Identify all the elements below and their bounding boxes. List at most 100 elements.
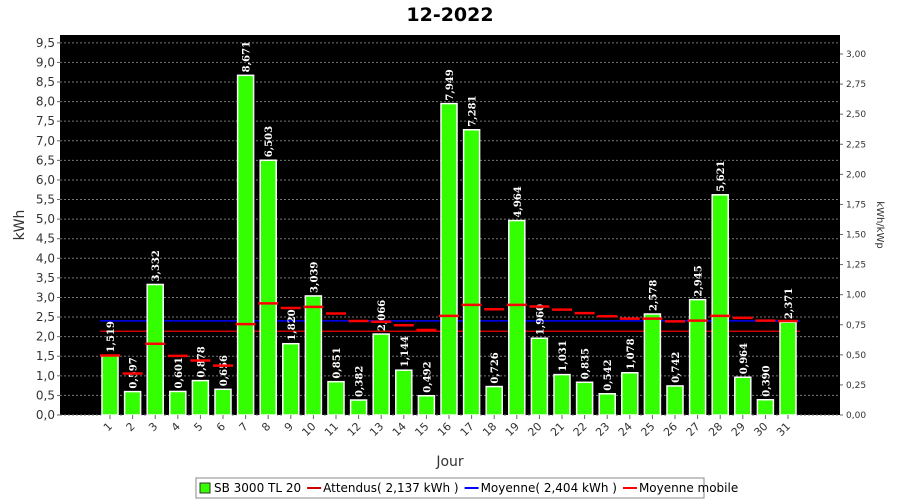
bar	[304, 295, 323, 416]
bar	[169, 390, 187, 416]
data-label: 2,066	[377, 300, 388, 331]
x-tick-label: 3	[146, 420, 160, 434]
y2-tick-label: 2,00	[846, 170, 866, 180]
x-tick-label: 5	[191, 420, 205, 434]
x-tick-label: 1	[101, 420, 115, 434]
bar	[711, 194, 729, 416]
x-tick-label: 16	[435, 420, 454, 439]
bar	[643, 313, 662, 416]
x-tick-label: 14	[390, 420, 409, 439]
data-label: 5,621	[716, 160, 727, 191]
data-label: 7,949	[445, 69, 456, 100]
x-tick-label: 11	[322, 420, 341, 439]
bar	[530, 337, 549, 416]
y2-tick-label: 0,50	[846, 351, 866, 361]
legend-label: Moyenne mobile	[639, 481, 738, 495]
x-tick-label: 22	[571, 420, 590, 439]
x-axis-label: Jour	[435, 454, 464, 470]
bar	[236, 74, 255, 416]
y-tick-label: 6,0	[36, 173, 55, 187]
y-tick-label: 8,5	[36, 75, 55, 89]
y2-tick-label: 1,25	[846, 261, 866, 271]
bar	[395, 369, 413, 416]
data-label: 1,031	[558, 340, 569, 371]
bar	[282, 342, 300, 416]
y-tick-label: 1,5	[36, 349, 55, 363]
bar	[598, 393, 616, 416]
x-tick-label: 6	[214, 420, 228, 434]
y-tick-label: 3,5	[36, 271, 55, 285]
x-tick-label: 31	[774, 420, 793, 439]
y2-tick-label: 2,75	[846, 80, 866, 90]
x-tick-label: 4	[169, 420, 183, 434]
bar	[191, 379, 210, 416]
data-label: 0,964	[739, 343, 750, 374]
bar	[349, 399, 368, 416]
x-tick-label: 19	[503, 420, 522, 439]
y-axis-label: kWh	[12, 210, 28, 241]
chart-title: 12-2022	[406, 4, 493, 26]
legend-swatch	[199, 482, 211, 494]
x-tick-label: 20	[525, 420, 544, 439]
data-label: 1,820	[287, 309, 298, 340]
y2-tick-label: 3,00	[846, 50, 866, 60]
x-tick-label: 10	[299, 420, 318, 439]
y-tick-label: 6,5	[36, 153, 55, 167]
data-label: 0,390	[761, 365, 772, 396]
y-tick-label: 4,0	[36, 251, 55, 265]
bar	[462, 129, 481, 416]
x-tick-label: 18	[480, 420, 499, 439]
y-tick-label: 2,5	[36, 310, 55, 324]
x-tick-label: 9	[282, 420, 296, 434]
legend	[195, 477, 705, 499]
data-label: 0,492	[422, 361, 433, 392]
data-label: 0,878	[196, 346, 207, 377]
data-label: 2,371	[784, 288, 795, 319]
bar	[259, 159, 277, 416]
x-tick-label: 7	[237, 420, 251, 434]
y-tick-label: 8,0	[36, 95, 55, 109]
x-tick-label: 28	[706, 420, 725, 439]
y-tick-label: 9,5	[36, 36, 55, 50]
data-label: 1,519	[106, 321, 117, 352]
y2-tick-label: 0,25	[846, 381, 866, 391]
data-label: 6,503	[264, 126, 275, 157]
y2-tick-label: 0,00	[846, 411, 866, 421]
y-tick-label: 3,0	[36, 290, 55, 304]
x-tick-label: 30	[751, 420, 770, 439]
bar	[123, 390, 142, 416]
data-label: 4,964	[513, 186, 524, 217]
bar	[101, 354, 119, 416]
data-label: 0,656	[219, 355, 230, 386]
bar	[485, 385, 503, 416]
legend-label: Moyenne( 2,404 kWh )	[481, 481, 617, 495]
data-label: 2,578	[648, 280, 659, 311]
legend-label: Attendus( 2,137 kWh )	[323, 481, 458, 495]
data-label: 2,945	[694, 265, 705, 296]
y2-tick-label: 2,25	[846, 140, 866, 150]
x-tick-label: 8	[259, 420, 273, 434]
x-tick-label: 27	[684, 420, 703, 439]
y-tick-label: 7,0	[36, 134, 55, 148]
data-label: 1,078	[626, 338, 637, 369]
data-label: 3,039	[309, 262, 320, 293]
x-tick-label: 26	[661, 420, 680, 439]
data-label: 1,960	[535, 304, 546, 335]
data-label: 3,332	[151, 250, 162, 281]
y2-tick-label: 2,50	[846, 110, 866, 120]
y2-tick-label: 1,75	[846, 200, 866, 210]
legend-label: SB 3000 TL 20	[214, 481, 301, 495]
y-tick-label: 9,0	[36, 55, 55, 69]
bar	[734, 376, 752, 416]
bar	[756, 398, 775, 416]
data-label: 0,742	[671, 352, 682, 383]
data-label: 1,144	[400, 336, 411, 367]
y-tick-label: 4,5	[36, 232, 55, 246]
bar	[327, 380, 345, 416]
data-label: 8,671	[242, 41, 253, 72]
bar	[146, 283, 164, 416]
y-tick-label: 2,0	[36, 330, 55, 344]
bar	[779, 321, 797, 416]
x-tick-label: 25	[638, 420, 657, 439]
